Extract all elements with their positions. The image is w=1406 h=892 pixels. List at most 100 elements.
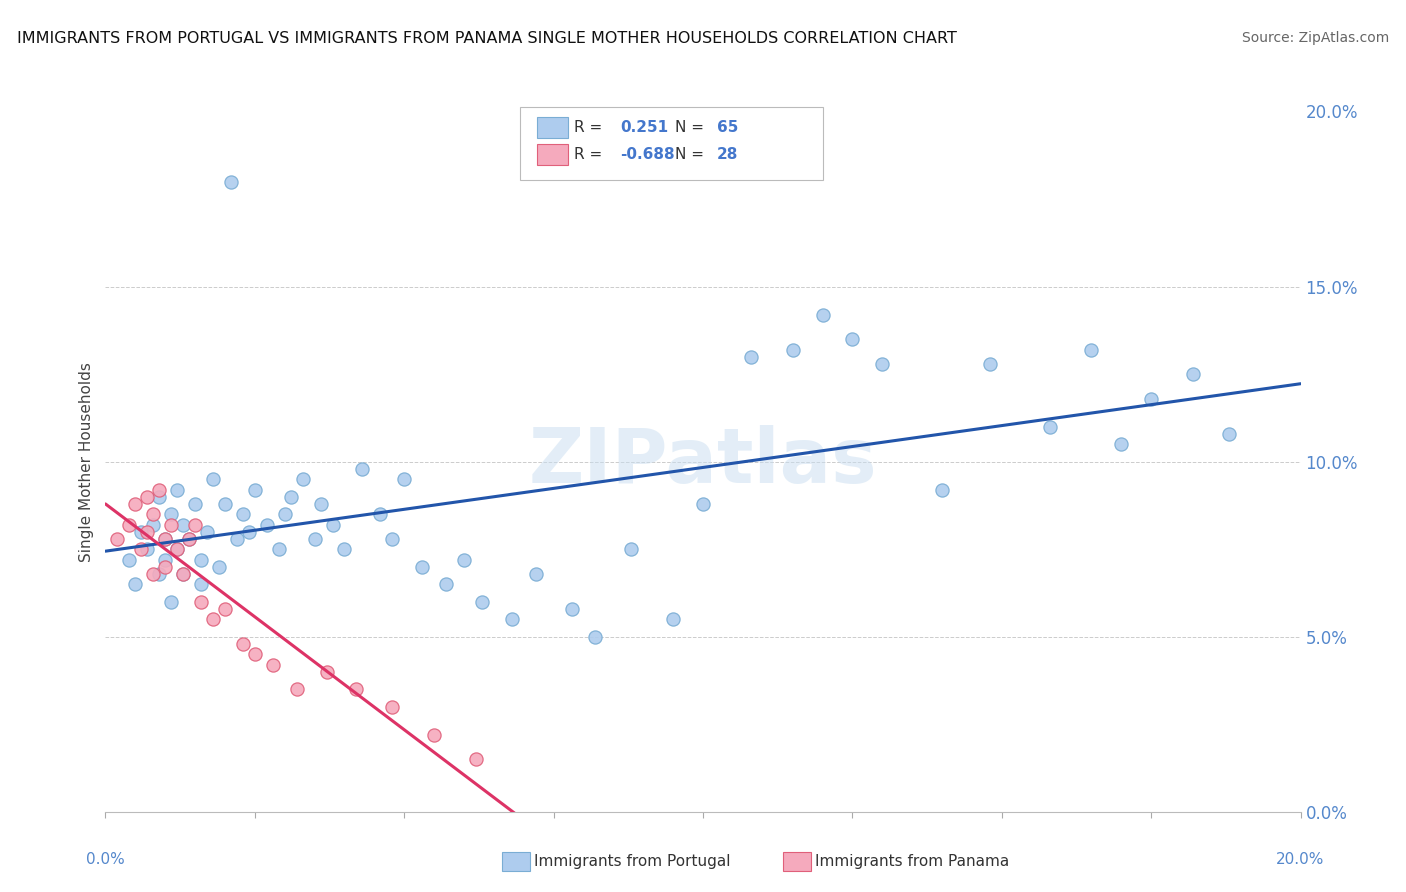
Point	[315, 665, 337, 679]
Point	[190, 594, 212, 608]
Point	[368, 507, 391, 521]
Point	[118, 552, 141, 566]
Text: -0.688: -0.688	[620, 147, 675, 161]
Point	[243, 647, 266, 661]
Point	[166, 542, 188, 557]
Point	[262, 657, 284, 672]
Point	[1218, 426, 1240, 441]
Point	[453, 552, 475, 566]
Point	[142, 566, 165, 581]
Point	[124, 577, 146, 591]
Point	[333, 542, 356, 557]
Point	[1080, 343, 1102, 357]
Point	[232, 507, 254, 521]
Point	[1140, 392, 1163, 406]
Point	[202, 612, 225, 626]
Point	[148, 566, 170, 581]
Point	[177, 532, 201, 546]
Point	[979, 357, 1001, 371]
Point	[585, 630, 607, 644]
Text: IMMIGRANTS FROM PORTUGAL VS IMMIGRANTS FROM PANAMA SINGLE MOTHER HOUSEHOLDS CORR: IMMIGRANTS FROM PORTUGAL VS IMMIGRANTS F…	[17, 31, 956, 46]
Text: ZIPatlas: ZIPatlas	[529, 425, 877, 499]
Point	[841, 332, 863, 346]
Point	[177, 532, 201, 546]
Point	[142, 517, 165, 532]
Point	[524, 566, 547, 581]
Point	[1181, 367, 1204, 381]
Point	[184, 497, 207, 511]
Point	[202, 472, 225, 486]
Text: Immigrants from Panama: Immigrants from Panama	[815, 855, 1010, 869]
Point	[872, 357, 894, 371]
Text: N =: N =	[675, 147, 709, 161]
Text: 0.251: 0.251	[620, 120, 668, 135]
Point	[243, 483, 266, 497]
Text: Source: ZipAtlas.com: Source: ZipAtlas.com	[1241, 31, 1389, 45]
Point	[136, 542, 159, 557]
Point	[214, 601, 236, 615]
Point	[142, 507, 165, 521]
Point	[107, 532, 129, 546]
Point	[304, 532, 326, 546]
Text: 0.0%: 0.0%	[86, 852, 125, 867]
Point	[782, 343, 804, 357]
Text: 20.0%: 20.0%	[1277, 852, 1324, 867]
Point	[136, 524, 159, 539]
Text: 28: 28	[717, 147, 738, 161]
Point	[148, 490, 170, 504]
Point	[381, 532, 404, 546]
Point	[285, 682, 308, 697]
Y-axis label: Single Mother Households: Single Mother Households	[79, 361, 94, 562]
Point	[692, 497, 714, 511]
Point	[172, 517, 194, 532]
Point	[208, 559, 231, 574]
Point	[411, 559, 433, 574]
Point	[381, 699, 404, 714]
Point	[352, 461, 374, 475]
Point	[238, 524, 260, 539]
Text: Immigrants from Portugal: Immigrants from Portugal	[534, 855, 731, 869]
Point	[155, 559, 177, 574]
Point	[214, 497, 236, 511]
Point	[1038, 419, 1062, 434]
Point	[423, 728, 446, 742]
Point	[291, 472, 314, 486]
Point	[280, 490, 302, 504]
Point	[256, 517, 278, 532]
Point	[1111, 437, 1133, 451]
Point	[190, 577, 212, 591]
Point	[811, 308, 834, 322]
Point	[148, 483, 170, 497]
Point	[172, 566, 194, 581]
Point	[155, 532, 177, 546]
Point	[464, 752, 488, 766]
Point	[560, 601, 583, 615]
Point	[620, 542, 643, 557]
Point	[160, 507, 183, 521]
Point	[434, 577, 457, 591]
Point	[190, 552, 212, 566]
Point	[129, 542, 153, 557]
Point	[166, 483, 188, 497]
Point	[232, 637, 254, 651]
Point	[309, 497, 332, 511]
Point	[124, 497, 146, 511]
Point	[931, 483, 953, 497]
Point	[129, 524, 153, 539]
Point	[184, 517, 207, 532]
Text: N =: N =	[675, 120, 709, 135]
Text: R =: R =	[574, 120, 607, 135]
Text: R =: R =	[574, 147, 607, 161]
Point	[471, 594, 494, 608]
Point	[155, 532, 177, 546]
Point	[740, 350, 762, 364]
Point	[195, 524, 218, 539]
Point	[501, 612, 523, 626]
Point	[219, 174, 242, 188]
Point	[662, 612, 685, 626]
Point	[172, 566, 194, 581]
Point	[160, 594, 183, 608]
Point	[225, 532, 249, 546]
Point	[160, 517, 183, 532]
Text: 65: 65	[717, 120, 738, 135]
